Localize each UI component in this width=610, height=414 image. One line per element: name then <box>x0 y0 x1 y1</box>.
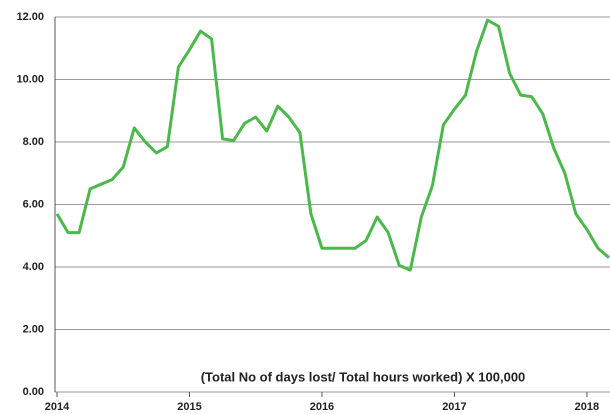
y-tick-label: 4.00 <box>23 261 44 273</box>
x-tick-label: 2014 <box>45 401 70 413</box>
y-tick-label: 10.00 <box>16 73 44 85</box>
y-tick-label: 6.00 <box>23 198 44 210</box>
x-tick-label: 2017 <box>442 401 466 413</box>
y-tick-label: 12.00 <box>16 11 44 23</box>
x-tick-label: 2016 <box>310 401 334 413</box>
y-tick-label: 0.00 <box>23 386 44 398</box>
y-tick-label: 2.00 <box>23 323 44 335</box>
annotation: (Total No of days lost/ Total hours work… <box>201 369 526 384</box>
data-line <box>55 18 610 272</box>
x-tick-label: 2018 <box>575 401 599 413</box>
x-tick-label: 2015 <box>177 401 201 413</box>
y-tick-label: 8.00 <box>23 136 44 148</box>
